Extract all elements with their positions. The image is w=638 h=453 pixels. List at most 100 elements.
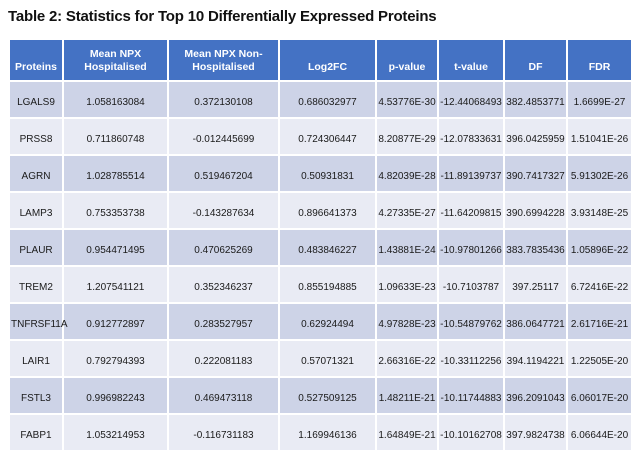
- column-header-3: Log2FC: [278, 38, 377, 82]
- value-cell: 383.7835436: [503, 228, 568, 267]
- value-cell: -12.44068493: [437, 80, 505, 119]
- value-cell: 0.912772897: [62, 302, 169, 341]
- column-header-7: FDR: [566, 38, 633, 82]
- value-cell: 0.753353738: [62, 191, 169, 230]
- value-cell: 4.53776E-30: [375, 80, 439, 119]
- value-cell: 0.711860748: [62, 117, 169, 156]
- protein-name-cell: TREM2: [8, 265, 64, 304]
- value-cell: 4.82039E-28: [375, 154, 439, 193]
- value-cell: 2.66316E-22: [375, 339, 439, 378]
- value-cell: 0.57071321: [278, 339, 377, 378]
- protein-name-cell: PLAUR: [8, 228, 64, 267]
- table-row: AGRN 1.028785514 0.519467204 0.50931831 4.82…: [8, 154, 633, 193]
- value-cell: 1.169946136: [278, 413, 377, 452]
- value-cell: 4.27335E-27: [375, 191, 439, 230]
- value-cell: 1.058163084: [62, 80, 169, 119]
- protein-name-cell: FABP1: [8, 413, 64, 452]
- value-cell: -0.143287634: [167, 191, 280, 230]
- value-cell: 6.06644E-20: [566, 413, 633, 452]
- table-row: TNFRSF11A 0.912772897 0.283527957 0.6292449…: [8, 302, 633, 341]
- value-cell: 3.93148E-25: [566, 191, 633, 230]
- value-cell: 1.22505E-20: [566, 339, 633, 378]
- value-cell: 0.62924494: [278, 302, 377, 341]
- value-cell: 6.06017E-20: [566, 376, 633, 415]
- value-cell: 0.792794393: [62, 339, 169, 378]
- column-header-5: t-value: [437, 38, 505, 82]
- value-cell: -11.64209815: [437, 191, 505, 230]
- value-cell: 0.469473118: [167, 376, 280, 415]
- value-cell: 0.527509125: [278, 376, 377, 415]
- column-header-2: Mean NPX Non-Hospitalised: [167, 38, 280, 82]
- statistics-table: Proteins Mean NPX Hospitalised Mean NPX No…: [8, 38, 633, 452]
- value-cell: -10.97801266: [437, 228, 505, 267]
- value-cell: 1.48211E-21: [375, 376, 439, 415]
- value-cell: 0.470625269: [167, 228, 280, 267]
- value-cell: 4.97828E-23: [375, 302, 439, 341]
- value-cell: 1.64849E-21: [375, 413, 439, 452]
- table-row: TREM2 1.207541121 0.352346237 0.855194885 1.…: [8, 265, 633, 304]
- value-cell: -10.7103787: [437, 265, 505, 304]
- table-row: PLAUR 0.954471495 0.470625269 0.483846227 1.…: [8, 228, 633, 267]
- value-cell: -12.07833631: [437, 117, 505, 156]
- value-cell: 0.686032977: [278, 80, 377, 119]
- value-cell: 0.222081183: [167, 339, 280, 378]
- table-row: PRSS8 0.711860748 -0.012445699 0.724306447 8…: [8, 117, 633, 156]
- table-caption: Table 2: Statistics for Top 10 Different…: [8, 8, 437, 25]
- value-cell: 1.053214953: [62, 413, 169, 452]
- value-cell: 390.7417327: [503, 154, 568, 193]
- header-row: Proteins Mean NPX Hospitalised Mean NPX No…: [8, 38, 633, 82]
- value-cell: 6.72416E-22: [566, 265, 633, 304]
- value-cell: 386.0647721: [503, 302, 568, 341]
- value-cell: 394.1194221: [503, 339, 568, 378]
- value-cell: 0.483846227: [278, 228, 377, 267]
- protein-name-cell: FSTL3: [8, 376, 64, 415]
- protein-name-cell: LAIR1: [8, 339, 64, 378]
- table-body: LGALS9 1.058163084 0.372130108 0.686032977 4…: [8, 80, 633, 452]
- value-cell: 1.51041E-26: [566, 117, 633, 156]
- protein-name-cell: LGALS9: [8, 80, 64, 119]
- column-header-1: Mean NPX Hospitalised: [62, 38, 169, 82]
- table-row: LGALS9 1.058163084 0.372130108 0.686032977 4…: [8, 80, 633, 119]
- value-cell: -0.116731183: [167, 413, 280, 452]
- protein-name-cell: PRSS8: [8, 117, 64, 156]
- value-cell: 1.028785514: [62, 154, 169, 193]
- value-cell: 0.954471495: [62, 228, 169, 267]
- table-row: FABP1 1.053214953 -0.116731183 1.169946136 1…: [8, 413, 633, 452]
- protein-name-cell: AGRN: [8, 154, 64, 193]
- value-cell: -10.54879762: [437, 302, 505, 341]
- table-row: FSTL3 0.996982243 0.469473118 0.527509125 1.…: [8, 376, 633, 415]
- value-cell: 0.372130108: [167, 80, 280, 119]
- value-cell: 5.91302E-26: [566, 154, 633, 193]
- value-cell: 397.9824738: [503, 413, 568, 452]
- value-cell: -0.012445699: [167, 117, 280, 156]
- value-cell: 397.25117: [503, 265, 568, 304]
- value-cell: 1.43881E-24: [375, 228, 439, 267]
- value-cell: 0.283527957: [167, 302, 280, 341]
- value-cell: 0.896641373: [278, 191, 377, 230]
- value-cell: -10.11744883: [437, 376, 505, 415]
- value-cell: 382.4853771: [503, 80, 568, 119]
- value-cell: 1.6699E-27: [566, 80, 633, 119]
- column-header-6: DF: [503, 38, 568, 82]
- value-cell: 0.519467204: [167, 154, 280, 193]
- value-cell: 0.50931831: [278, 154, 377, 193]
- column-header-0: Proteins: [8, 38, 64, 82]
- value-cell: 2.61716E-21: [566, 302, 633, 341]
- protein-name-cell: TNFRSF11A: [8, 302, 68, 341]
- value-cell: 1.09633E-23: [375, 265, 439, 304]
- table-row: LAMP3 0.753353738 -0.143287634 0.896641373 4…: [8, 191, 633, 230]
- value-cell: -10.33112256: [437, 339, 505, 378]
- column-header-4: p-value: [375, 38, 439, 82]
- value-cell: 396.0425959: [503, 117, 568, 156]
- value-cell: 0.724306447: [278, 117, 377, 156]
- value-cell: 8.20877E-29: [375, 117, 439, 156]
- protein-name-cell: LAMP3: [8, 191, 64, 230]
- value-cell: 0.996982243: [62, 376, 169, 415]
- value-cell: 390.6994228: [503, 191, 568, 230]
- value-cell: -10.10162708: [437, 413, 505, 452]
- value-cell: 396.2091043: [503, 376, 568, 415]
- value-cell: 1.207541121: [62, 265, 169, 304]
- value-cell: -11.89139737: [437, 154, 505, 193]
- value-cell: 1.05896E-22: [566, 228, 633, 267]
- value-cell: 0.855194885: [278, 265, 377, 304]
